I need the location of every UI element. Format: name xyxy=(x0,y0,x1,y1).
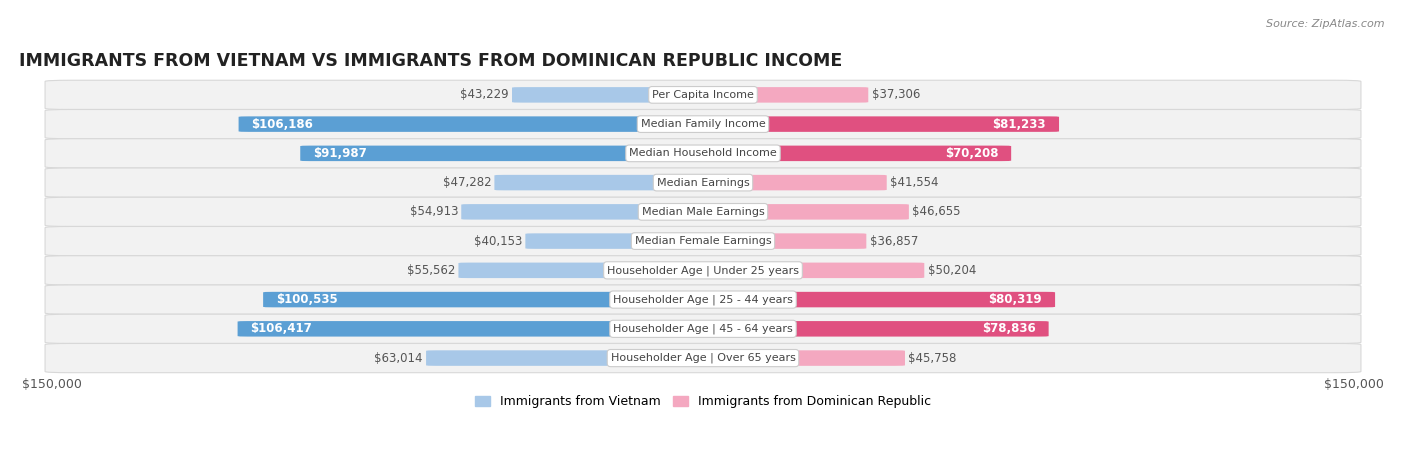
FancyBboxPatch shape xyxy=(45,139,1361,168)
FancyBboxPatch shape xyxy=(45,343,1361,373)
Text: Householder Age | Over 65 years: Householder Age | Over 65 years xyxy=(610,353,796,363)
FancyBboxPatch shape xyxy=(45,314,1361,343)
Text: $40,153: $40,153 xyxy=(474,234,522,248)
FancyBboxPatch shape xyxy=(700,175,887,191)
Text: $106,186: $106,186 xyxy=(252,118,314,131)
Text: $41,554: $41,554 xyxy=(890,176,938,189)
Text: $106,417: $106,417 xyxy=(250,322,312,335)
FancyBboxPatch shape xyxy=(700,204,908,219)
FancyBboxPatch shape xyxy=(45,197,1361,226)
FancyBboxPatch shape xyxy=(700,321,1049,337)
Text: Per Capita Income: Per Capita Income xyxy=(652,90,754,100)
FancyBboxPatch shape xyxy=(45,285,1361,314)
Text: Median Female Earnings: Median Female Earnings xyxy=(634,236,772,246)
FancyBboxPatch shape xyxy=(700,116,1059,132)
Text: $63,014: $63,014 xyxy=(374,352,423,365)
FancyBboxPatch shape xyxy=(700,262,924,278)
Text: $45,758: $45,758 xyxy=(908,352,956,365)
Text: $47,282: $47,282 xyxy=(443,176,491,189)
FancyBboxPatch shape xyxy=(238,321,706,337)
FancyBboxPatch shape xyxy=(700,350,905,366)
FancyBboxPatch shape xyxy=(700,234,866,249)
FancyBboxPatch shape xyxy=(512,87,706,103)
Text: $54,913: $54,913 xyxy=(409,205,458,219)
Text: $37,306: $37,306 xyxy=(872,88,920,101)
FancyBboxPatch shape xyxy=(263,292,706,307)
Text: Median Household Income: Median Household Income xyxy=(628,149,778,158)
Text: $100,535: $100,535 xyxy=(276,293,337,306)
Text: Householder Age | 25 - 44 years: Householder Age | 25 - 44 years xyxy=(613,294,793,305)
FancyBboxPatch shape xyxy=(45,109,1361,139)
Text: $46,655: $46,655 xyxy=(912,205,960,219)
FancyBboxPatch shape xyxy=(45,226,1361,256)
Text: Source: ZipAtlas.com: Source: ZipAtlas.com xyxy=(1267,19,1385,28)
Text: $81,233: $81,233 xyxy=(993,118,1046,131)
Text: Median Family Income: Median Family Income xyxy=(641,119,765,129)
Text: $36,857: $36,857 xyxy=(869,234,918,248)
Text: Householder Age | 45 - 64 years: Householder Age | 45 - 64 years xyxy=(613,324,793,334)
Text: $78,836: $78,836 xyxy=(981,322,1036,335)
Text: $70,208: $70,208 xyxy=(945,147,998,160)
FancyBboxPatch shape xyxy=(239,116,706,132)
Legend: Immigrants from Vietnam, Immigrants from Dominican Republic: Immigrants from Vietnam, Immigrants from… xyxy=(470,390,936,413)
Text: $43,229: $43,229 xyxy=(460,88,509,101)
Text: $55,562: $55,562 xyxy=(406,264,456,277)
Text: $80,319: $80,319 xyxy=(988,293,1042,306)
FancyBboxPatch shape xyxy=(700,87,869,103)
FancyBboxPatch shape xyxy=(45,80,1361,109)
FancyBboxPatch shape xyxy=(45,256,1361,285)
Text: Householder Age | Under 25 years: Householder Age | Under 25 years xyxy=(607,265,799,276)
Text: $50,204: $50,204 xyxy=(928,264,976,277)
Text: Median Male Earnings: Median Male Earnings xyxy=(641,207,765,217)
Text: Median Earnings: Median Earnings xyxy=(657,177,749,188)
FancyBboxPatch shape xyxy=(526,234,706,249)
FancyBboxPatch shape xyxy=(301,146,706,161)
FancyBboxPatch shape xyxy=(461,204,706,219)
FancyBboxPatch shape xyxy=(700,146,1011,161)
FancyBboxPatch shape xyxy=(458,262,706,278)
FancyBboxPatch shape xyxy=(700,292,1054,307)
Text: IMMIGRANTS FROM VIETNAM VS IMMIGRANTS FROM DOMINICAN REPUBLIC INCOME: IMMIGRANTS FROM VIETNAM VS IMMIGRANTS FR… xyxy=(20,52,842,71)
Text: $91,987: $91,987 xyxy=(314,147,367,160)
FancyBboxPatch shape xyxy=(426,350,706,366)
FancyBboxPatch shape xyxy=(495,175,706,191)
FancyBboxPatch shape xyxy=(45,168,1361,197)
